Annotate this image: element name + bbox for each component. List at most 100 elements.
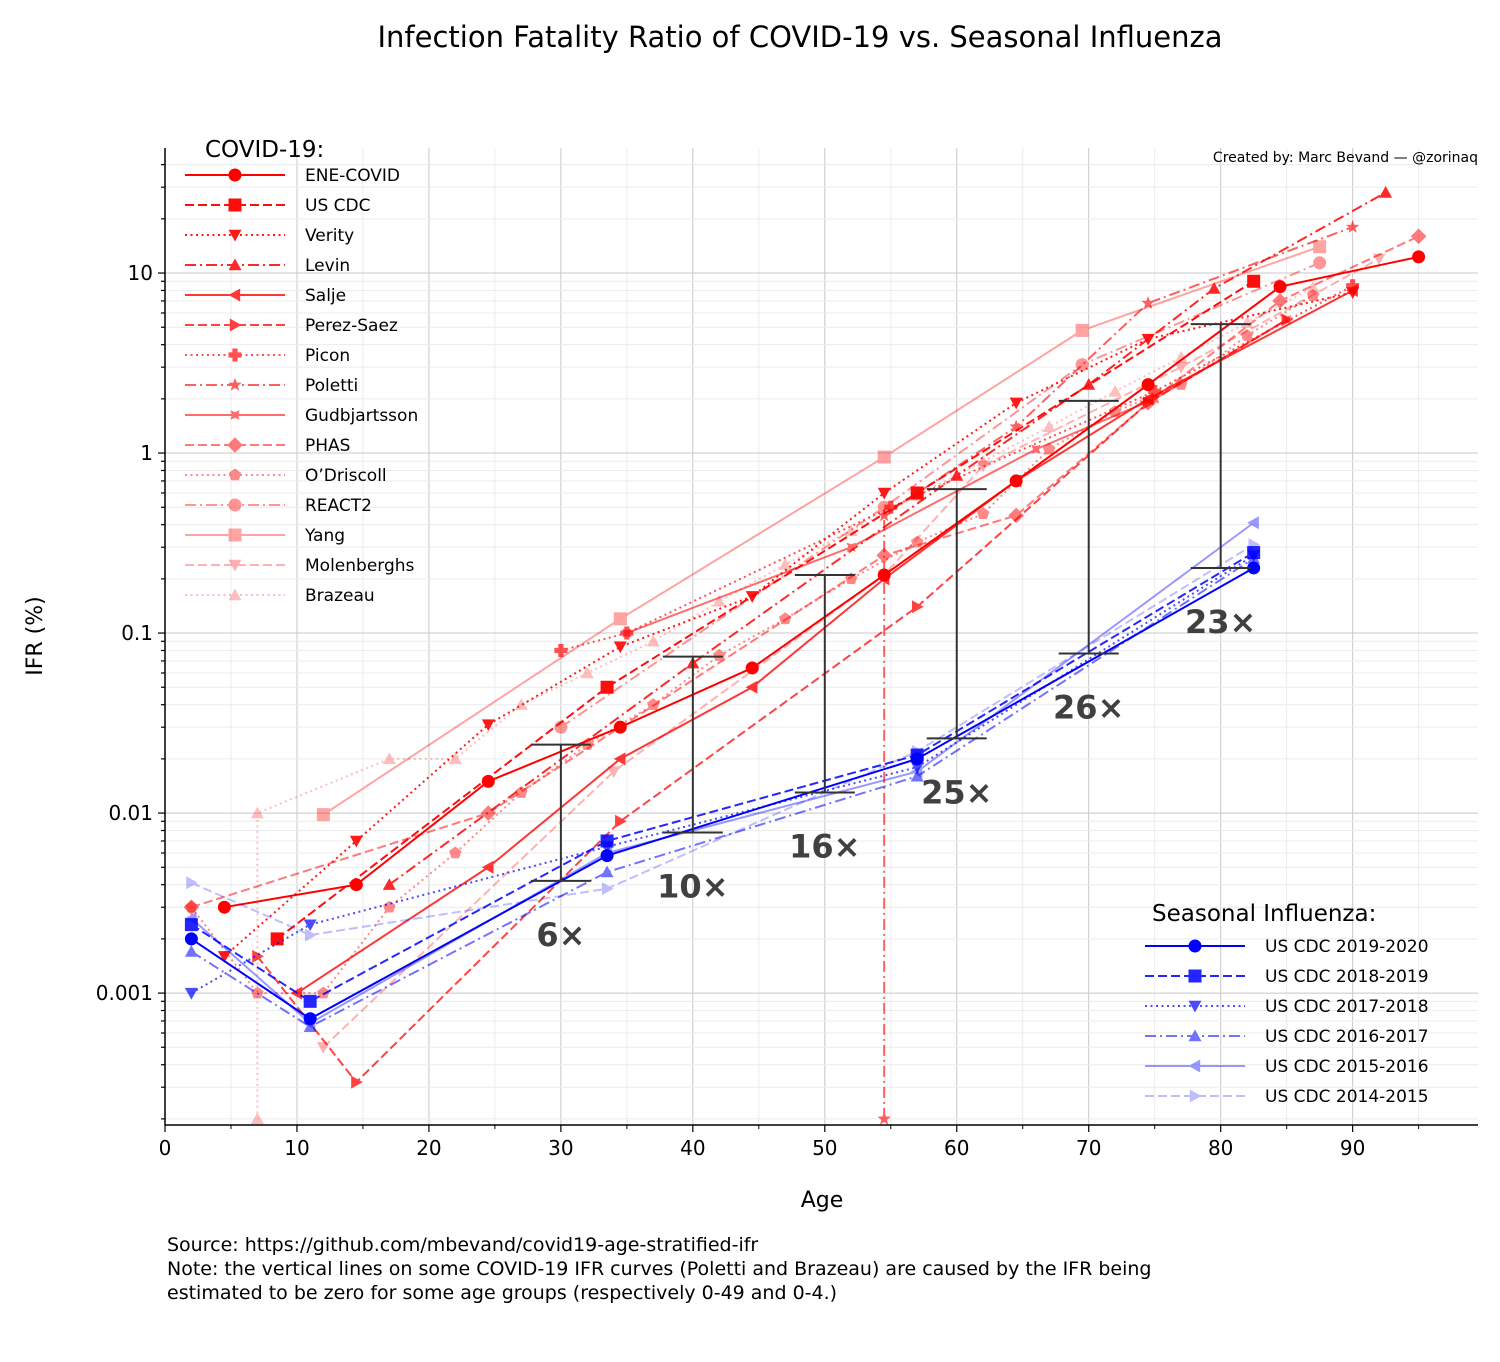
legend-item — [1145, 1000, 1245, 1013]
data-point — [186, 876, 198, 890]
data-point — [1313, 240, 1327, 254]
legend-item — [185, 348, 285, 362]
series-line — [190, 551, 1255, 1003]
legend-label: Brazeau — [305, 586, 375, 606]
data-point — [976, 460, 990, 473]
data-point — [1042, 442, 1056, 455]
data-point — [745, 661, 759, 675]
y-tick-label: 0.1 — [121, 621, 153, 645]
data-point — [622, 628, 632, 638]
data-point — [615, 814, 627, 828]
data-point — [1379, 186, 1393, 198]
data-point — [349, 878, 363, 892]
note-line-1: Note: the vertical lines on some COVID-1… — [167, 1258, 1152, 1280]
data-point — [1108, 384, 1122, 397]
data-point — [1174, 361, 1188, 374]
legend-marker — [228, 588, 242, 601]
data-point — [250, 1112, 264, 1125]
data-point — [712, 594, 726, 607]
x-tick-label: 60 — [944, 1136, 969, 1160]
x-tick-label: 70 — [1076, 1136, 1101, 1160]
data-point — [844, 524, 858, 536]
data-point — [185, 900, 198, 913]
data-point — [877, 569, 891, 582]
data-point — [183, 899, 200, 915]
data-point — [1009, 419, 1023, 433]
data-point — [846, 542, 856, 552]
data-point — [184, 987, 198, 1000]
data-point — [303, 994, 317, 1008]
data-point — [448, 752, 462, 765]
data-point — [481, 774, 495, 788]
legend-label: Levin — [305, 256, 350, 276]
data-point — [601, 882, 614, 896]
data-point — [1148, 384, 1162, 398]
legend-marker — [228, 377, 242, 391]
legend-item — [185, 318, 285, 332]
data-point — [1247, 516, 1259, 530]
data-point — [910, 489, 924, 501]
legend-label: US CDC 2014-2015 — [1265, 1087, 1429, 1107]
ratio-label: 6× — [536, 916, 585, 954]
data-point — [1410, 228, 1427, 245]
legend-item — [1145, 1029, 1245, 1042]
data-point — [1240, 328, 1254, 341]
data-point — [607, 766, 621, 779]
legend-marker — [1188, 939, 1202, 953]
flu-series-us-cdc-2015-2016 — [184, 516, 1259, 1030]
data-point — [745, 680, 758, 694]
data-point — [911, 744, 924, 758]
y-tick-label: 0.001 — [96, 981, 153, 1005]
ratio-label: 25× — [921, 773, 992, 811]
legend-label: Perez-Saez — [305, 316, 398, 336]
data-point — [316, 808, 330, 822]
data-point — [303, 1016, 316, 1030]
note-line-2: estimated to be zero for some age groups… — [167, 1282, 838, 1304]
data-point — [884, 500, 898, 514]
data-point — [1345, 219, 1360, 233]
data-point — [1108, 405, 1122, 417]
x-tick-label: 10 — [284, 1136, 309, 1160]
covid-legend-title: COVID-19: — [205, 137, 324, 163]
y-tick-label: 0.01 — [108, 801, 153, 825]
data-point — [217, 951, 231, 963]
data-point — [250, 806, 264, 819]
data-point — [184, 945, 198, 957]
data-point — [877, 487, 891, 500]
legend-label: Salje — [305, 286, 346, 306]
ratio-label: 10× — [657, 867, 728, 905]
data-point — [600, 680, 614, 694]
data-point — [713, 649, 726, 661]
legend-marker — [228, 229, 242, 242]
series-line — [322, 245, 1320, 816]
legend-label: Yang — [304, 526, 345, 546]
data-point — [910, 535, 924, 548]
data-point — [383, 900, 396, 913]
x-tick-label: 40 — [680, 1136, 705, 1160]
data-point — [1174, 350, 1188, 363]
ratio-bar — [530, 743, 591, 882]
data-point — [1008, 507, 1024, 524]
ratio-label: 23× — [1185, 603, 1256, 641]
legend-marker — [1188, 1059, 1201, 1073]
flu-series-us-cdc-2016-2017 — [184, 551, 1261, 1032]
legend-marker — [228, 198, 242, 212]
footer-notes: Source: https://github.com/mbevand/covid… — [167, 1233, 1151, 1305]
legend-item — [185, 437, 285, 453]
series-line — [322, 257, 1380, 1048]
legend-marker — [1188, 1000, 1202, 1013]
series-line — [276, 280, 1255, 940]
data-point — [317, 986, 330, 999]
flu-legend-title: Seasonal Influenza: — [1152, 901, 1376, 927]
series-line — [190, 543, 1255, 937]
ratio-label: 16× — [789, 828, 860, 866]
data-point — [910, 761, 924, 774]
data-point — [481, 860, 494, 874]
legend-marker — [228, 528, 242, 542]
legend-label: REACT2 — [305, 496, 372, 516]
legend-item — [1145, 1059, 1245, 1073]
legend-item — [185, 229, 285, 242]
data-point — [252, 949, 264, 963]
legend-label: ENE-COVID — [305, 166, 400, 186]
